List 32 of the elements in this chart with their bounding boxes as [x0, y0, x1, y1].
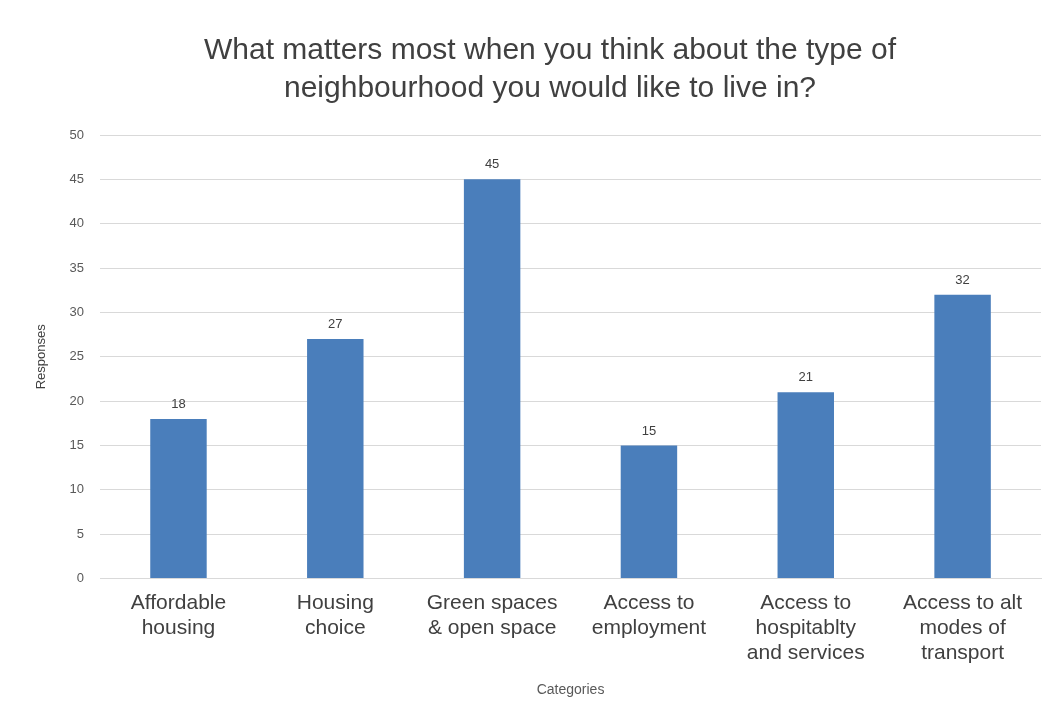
y-tick-label: 30	[69, 304, 85, 320]
y-axis-title: Responses	[33, 323, 49, 390]
data-label: 18	[171, 395, 186, 411]
x-tick-label: Access to employment	[591, 590, 707, 639]
chart-title: What matters most when you think about the type of neighbourhood you would like to live in?	[203, 31, 897, 105]
x-tick-label: Affordable housing	[130, 590, 227, 639]
data-label: 32	[955, 271, 970, 287]
y-tick-label: 45	[69, 170, 85, 186]
x-tick-label: Access to alt modes of transport	[903, 590, 1023, 664]
y-tick-label: 15	[69, 437, 85, 453]
y-tick-label: 35	[69, 259, 85, 275]
bar	[463, 179, 521, 579]
bar	[150, 418, 207, 579]
y-tick-label: 20	[69, 392, 85, 408]
x-tick-label: Green spaces & open space	[426, 590, 558, 639]
data-label: 27	[328, 316, 343, 332]
y-tick-label: 50	[69, 126, 85, 142]
y-tick-label: 0	[76, 570, 85, 586]
data-label: 21	[798, 369, 813, 385]
y-tick-label: 10	[69, 481, 85, 497]
y-tick-label: 40	[69, 215, 85, 231]
y-tick-label: 25	[69, 348, 85, 364]
bar	[934, 294, 991, 579]
y-tick-label: 5	[76, 525, 85, 541]
x-axis-title: Categories	[536, 681, 605, 698]
x-tick-label: Housing choice	[296, 590, 374, 639]
bar	[620, 445, 678, 579]
bar	[777, 392, 834, 579]
x-tick-label: Access to hospitablty and services	[746, 590, 865, 664]
data-label: 15	[641, 422, 657, 438]
data-label: 45	[484, 156, 500, 172]
bar	[307, 339, 364, 579]
